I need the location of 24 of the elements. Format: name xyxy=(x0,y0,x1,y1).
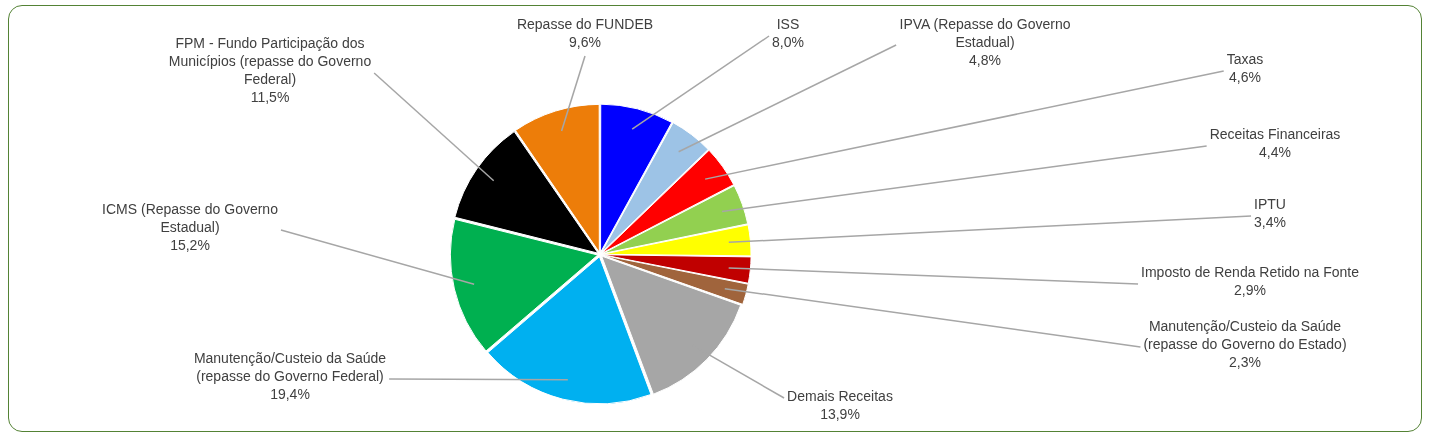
data-label: 15,2% xyxy=(170,236,210,253)
slice-label: Manutenção/Custeio da Saúde (repasse do Governo do Estado) xyxy=(1143,317,1347,352)
data-label: 8,0% xyxy=(772,33,804,50)
data-label: 4,6% xyxy=(1229,68,1261,85)
data-label: 3,4% xyxy=(1254,213,1286,230)
slice-label: Imposto de Renda Retido na Fonte xyxy=(1141,263,1360,280)
slice-label: FPM - Fundo Participação dos Municípios (repasse do Governo Federal) xyxy=(168,34,372,87)
slice-label: IPVA (Repasse do Governo Estadual) xyxy=(899,15,1071,50)
slice-label: Repasse do FUNDEB xyxy=(516,15,654,32)
data-label: 19,4% xyxy=(270,385,310,402)
slice-label: IPTU xyxy=(1254,195,1286,212)
data-label: 13,9% xyxy=(820,405,860,422)
data-label: 2,9% xyxy=(1234,281,1266,298)
data-label: 11,5% xyxy=(250,88,290,105)
slice-label: Demais Receitas xyxy=(787,387,893,404)
slice-label: ICMS (Repasse do Governo Estadual) xyxy=(102,200,279,235)
slice-label: Taxas xyxy=(1226,50,1264,67)
data-label: 2,3% xyxy=(1229,353,1261,370)
slice-label: Manutenção/Custeio da Saúde (repasse do Governo Federal) xyxy=(193,349,387,384)
data-label: 4,4% xyxy=(1259,143,1291,160)
slice-label: Receitas Financeiras xyxy=(1209,125,1341,142)
slice-label: ISS xyxy=(776,15,800,32)
data-label: 9,6% xyxy=(569,33,601,50)
data-label: 4,8% xyxy=(969,51,1001,68)
